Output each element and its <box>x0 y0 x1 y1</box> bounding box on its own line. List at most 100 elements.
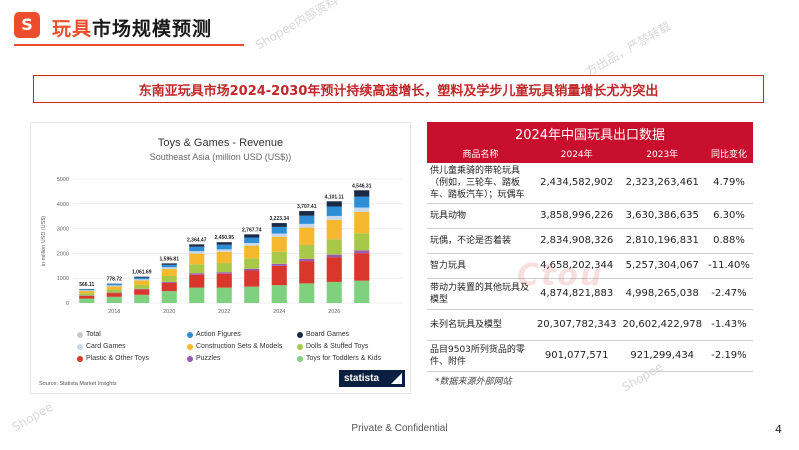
bar-segment <box>299 244 315 259</box>
chart-source: Source: Statista Market Insights <box>39 381 117 387</box>
legend-swatch <box>297 331 303 338</box>
legend-item: Total <box>77 331 101 338</box>
bar-segment <box>354 233 370 251</box>
bar-segment <box>299 261 315 284</box>
bar-segment <box>326 239 342 255</box>
cell-2024: 2,834,908,326 <box>533 228 620 254</box>
bar-segment <box>161 267 177 270</box>
table-row: 玩偶，不论是否着装 2,834,908,326 2,810,196,831 0.… <box>427 228 753 254</box>
bar-segment <box>326 257 342 282</box>
bar-segment <box>244 242 260 246</box>
cell-2024: 3,858,996,226 <box>533 203 620 229</box>
bar-segment <box>271 223 287 227</box>
total-label: 2,767.74 <box>242 227 262 233</box>
legend-swatch <box>187 331 193 338</box>
bar-segment <box>161 282 177 292</box>
y-tick-label: 4000 <box>57 202 69 208</box>
bar-segment <box>244 245 260 259</box>
legend-label: Dolls & Stuffed Toys <box>306 343 369 350</box>
total-label: 3,707.41 <box>297 204 317 210</box>
x-tick-label: 2026 <box>328 309 340 315</box>
bar-segment <box>216 251 232 264</box>
page-title-accent: 玩具 <box>52 18 93 40</box>
total-label: 3,223.34 <box>270 216 290 222</box>
bar-segment <box>271 236 287 252</box>
bar-segment <box>326 219 342 240</box>
bar-segment <box>299 283 315 303</box>
bar-segment <box>134 289 150 295</box>
cell-change: 6.30% <box>705 203 753 229</box>
revenue-chart: 0 1000 2000 3000 4000 5000 in million USD (US$… <box>41 177 403 315</box>
legend-item: Dolls & Stuffed Toys <box>297 343 368 350</box>
table-row: 带动力装置的其他玩具及模型 4,874,821,883 4,998,265,03… <box>427 278 753 310</box>
bar-segment <box>216 273 232 288</box>
total-label: 1,596.81 <box>160 256 180 262</box>
legend-swatch <box>77 355 83 362</box>
bar-segment <box>271 285 287 303</box>
legend-swatch <box>187 355 193 362</box>
x-tick-label: 2020 <box>163 309 175 315</box>
bar-segment <box>189 246 205 252</box>
bar-segment <box>79 289 95 291</box>
legend-swatch <box>187 343 193 350</box>
cell-change: 0.88% <box>705 228 753 254</box>
cell-2023: 4,998,265,038 <box>619 278 705 310</box>
export-data-table: 2024年中国玩具出口数据 商品名称 2024年 2023年 同比变化 供儿童乘… <box>427 122 753 372</box>
bar-segment <box>106 296 122 303</box>
bar-segment <box>134 276 150 278</box>
legend-label: Puzzles <box>196 355 221 362</box>
bar-segment <box>79 290 95 291</box>
legend-label: Card Games <box>86 343 126 350</box>
bar-segment <box>106 293 122 297</box>
bar-segment <box>161 291 177 303</box>
page-title: 玩具市场规模预测 <box>52 14 212 41</box>
bar-segment <box>271 251 287 264</box>
bar-segment <box>299 223 315 228</box>
bar-segment <box>354 280 370 303</box>
bar-segment <box>189 273 205 275</box>
y-axis-label: in million USD (US$) <box>41 216 47 267</box>
y-tick-label: 1000 <box>57 276 69 282</box>
cell-2023: 3,630,386,635 <box>619 203 705 229</box>
cell-2024: 4,658,202,344 <box>533 253 620 279</box>
bar-segment <box>244 258 260 269</box>
cell-2023: 2,810,196,831 <box>619 228 705 254</box>
bar-segment <box>106 285 122 287</box>
bar-segment <box>79 298 95 303</box>
cell-change: -2.19% <box>705 340 753 372</box>
bar-segment <box>271 263 287 266</box>
bar-segment <box>244 286 260 303</box>
legend-label: Construction Sets & Models <box>196 343 283 350</box>
bar-segment <box>189 253 205 265</box>
bar-segment <box>189 287 205 303</box>
legend-label: Board Games <box>306 331 350 338</box>
bar-segment <box>244 234 260 238</box>
cell-name: 未列名玩具及模型 <box>427 309 534 341</box>
bar-segment <box>354 250 370 254</box>
legend-item: Action Figures <box>187 331 241 338</box>
x-tick-label: 2022 <box>218 309 230 315</box>
bar-segment <box>354 196 370 208</box>
legend-item: Puzzles <box>187 355 221 362</box>
legend-item: Toys for Toddlers & Kids <box>297 355 381 362</box>
bar-segment <box>79 295 95 299</box>
legend-label: Plastic & Other Toys <box>86 355 149 362</box>
cell-2023: 921,299,434 <box>619 340 705 372</box>
y-tick-label: 2000 <box>57 251 69 257</box>
cell-2023: 5,257,304,067 <box>619 253 705 279</box>
headline-text: 东南亚玩具市场2024-2030年预计持续高速增长，塑料及学步儿童玩具销量增长尤… <box>138 83 659 99</box>
bar-segment <box>354 211 370 234</box>
legend-label: Action Figures <box>196 331 241 338</box>
bar-segment <box>106 289 122 293</box>
bar-segment <box>326 206 342 216</box>
watermark: Shopee内部资料 <box>252 0 341 53</box>
bar-segment <box>216 249 232 252</box>
legend-item: Construction Sets & Models <box>187 343 282 350</box>
bar-segment <box>216 263 232 273</box>
revenue-chart-panel: 0 1000 2000 3000 4000 5000 in million USD (US$… <box>30 122 411 394</box>
cell-change: -2.47% <box>705 278 753 310</box>
bar-segment <box>189 274 205 288</box>
chart-subtitle: Southeast Asia (million USD (US$)) <box>149 152 292 162</box>
legend-item: Plastic & Other Toys <box>77 355 149 362</box>
legend-swatch <box>77 343 83 350</box>
